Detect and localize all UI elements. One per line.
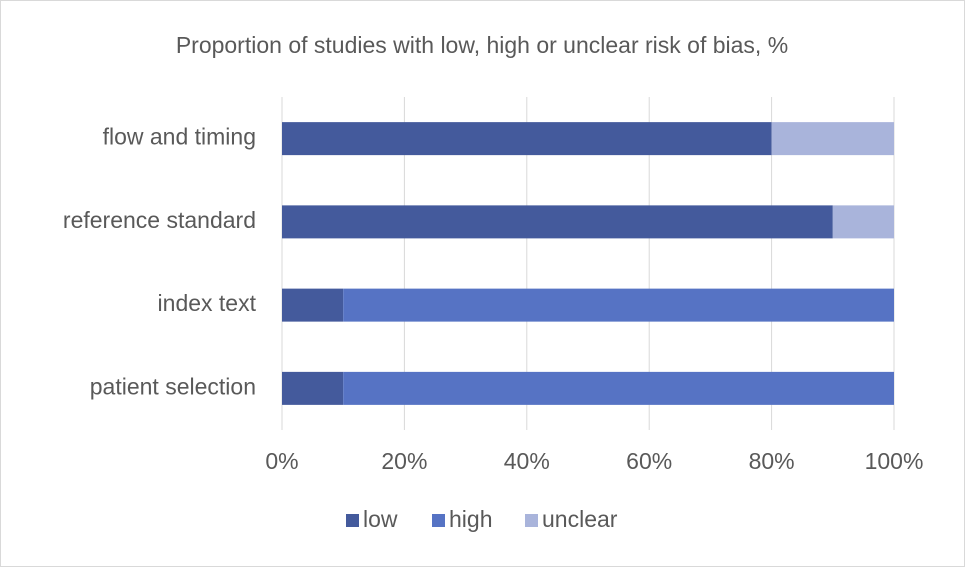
legend-label: high (449, 506, 492, 532)
bar-segment (832, 205, 894, 239)
bar-segment (343, 288, 894, 322)
x-tick-label: 20% (381, 448, 427, 474)
bar-segment (282, 205, 833, 239)
y-tick-label: patient selection (90, 373, 256, 399)
legend-swatch (525, 514, 538, 527)
bar-segment (343, 371, 894, 405)
chart-title: Proportion of studies with low, high or … (176, 32, 788, 58)
x-tick-label: 0% (265, 448, 298, 474)
y-tick-label: reference standard (63, 207, 256, 233)
bar-segment (282, 122, 772, 156)
legend-label: unclear (542, 506, 618, 532)
y-tick-label: index text (158, 290, 257, 316)
bar-segment (771, 122, 894, 156)
x-tick-label: 100% (865, 448, 924, 474)
bar-segment (282, 371, 344, 405)
legend-label: low (363, 506, 398, 532)
legend-swatch (432, 514, 445, 527)
x-tick-label: 40% (504, 448, 550, 474)
y-tick-label: flow and timing (103, 124, 256, 150)
bar-segment (282, 288, 344, 322)
x-tick-label: 60% (626, 448, 672, 474)
legend-swatch (346, 514, 359, 527)
x-tick-label: 80% (749, 448, 795, 474)
